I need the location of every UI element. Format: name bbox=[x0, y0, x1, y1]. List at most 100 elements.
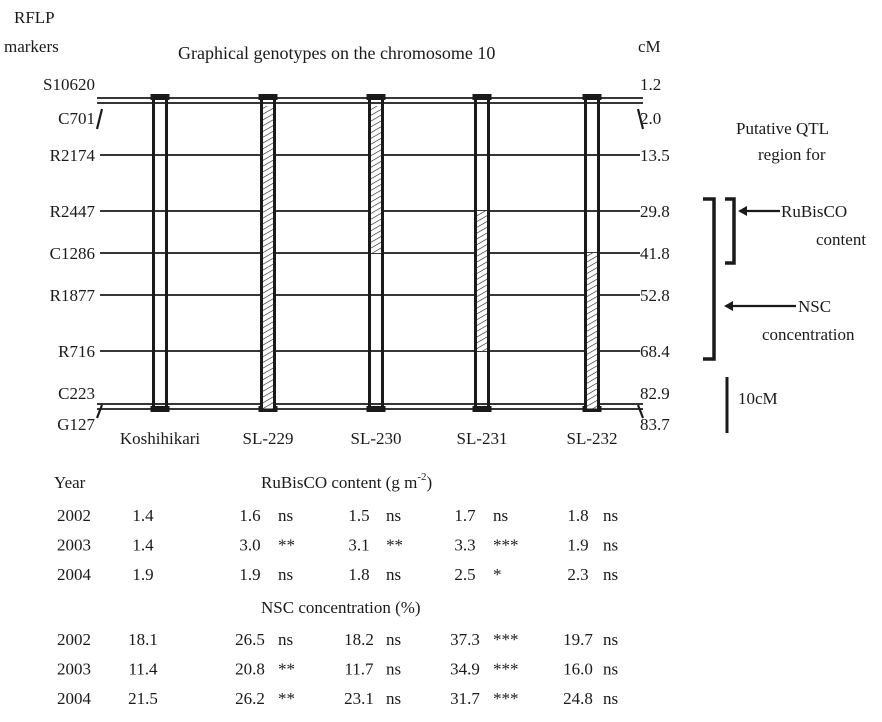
marker-label-s10620: S10620 bbox=[43, 75, 95, 94]
marker-position-r1877: 52.8 bbox=[640, 286, 670, 305]
marker-label-r1877: R1877 bbox=[50, 286, 96, 305]
rubisco-cell-significance: *** bbox=[493, 536, 519, 555]
nsc-cell-significance: ns bbox=[278, 630, 293, 649]
qtl-title-line2: region for bbox=[758, 145, 826, 164]
marker-label-r2174: R2174 bbox=[50, 146, 96, 165]
nsc-cell-value: 23.1 bbox=[344, 689, 374, 708]
rubisco-cell-value: 1.4 bbox=[132, 536, 154, 555]
nsc-cell-value: 37.3 bbox=[450, 630, 480, 649]
scale-bar-label: 10cM bbox=[738, 389, 778, 408]
nsc-cell-value: 16.0 bbox=[563, 660, 593, 679]
nsc-cell-significance: *** bbox=[493, 660, 519, 679]
rubisco-cell-value: 2.3 bbox=[567, 565, 588, 584]
figure-title: Graphical genotypes on the chromosome 10 bbox=[178, 43, 495, 63]
nsc-cell-value: 24.8 bbox=[563, 689, 593, 708]
nsc-cell-significance: ** bbox=[278, 660, 295, 679]
qtl-title-line1: Putative QTL bbox=[736, 119, 829, 138]
rubisco-cell-significance: ** bbox=[386, 536, 403, 555]
marker-label-c1286: C1286 bbox=[50, 244, 95, 263]
rubisco-cell-value: 1.6 bbox=[239, 506, 260, 525]
chromosome-bar-sl-230 bbox=[368, 94, 384, 412]
rubisco-cell-value: 1.9 bbox=[239, 565, 260, 584]
chromosome-end-tick bbox=[636, 404, 645, 419]
nsc-cell-value: 18.2 bbox=[344, 630, 374, 649]
nsc-cell-significance: *** bbox=[493, 630, 519, 649]
nsc-cell-significance: ns bbox=[386, 660, 401, 679]
nsc-cell-value: 26.2 bbox=[235, 689, 265, 708]
rflp-label-line1: RFLP bbox=[14, 8, 55, 27]
nsc-label-line2: concentration bbox=[762, 325, 855, 344]
line-name-sl-230: SL-230 bbox=[351, 429, 402, 448]
rubisco-cell-value: 1.4 bbox=[132, 506, 154, 525]
table-year-header: Year bbox=[54, 473, 86, 492]
marker-label-r716: R716 bbox=[58, 342, 95, 361]
marker-label-c223: C223 bbox=[58, 384, 95, 403]
marker-position-r716: 68.4 bbox=[640, 342, 670, 361]
rflp-label-line2: markers bbox=[4, 37, 59, 56]
rubisco-title-close: ) bbox=[426, 473, 432, 492]
nsc-cell-significance: ns bbox=[603, 630, 618, 649]
rubisco-cell-year: 2002 bbox=[57, 506, 91, 525]
rubisco-cell-year: 2004 bbox=[57, 565, 92, 584]
nsc-cell-significance: ns bbox=[603, 689, 618, 708]
nsc-cell-year: 2004 bbox=[57, 689, 92, 708]
marker-layer: S10620 1.2 C701 2.0 R2174 13.5 R2447 29.8 C1286 4… bbox=[43, 75, 670, 434]
rubisco-title-sup: -2 bbox=[417, 471, 426, 483]
marker-position-r2447: 29.8 bbox=[640, 202, 670, 221]
rubisco-cell-value: 1.5 bbox=[348, 506, 369, 525]
rubisco-rows: 2002 1.4 1.6 ns 1.5 ns 1.7 ns 1.8 ns 2003 1.4 3.0 ** 3… bbox=[57, 506, 618, 584]
rubisco-cell-value: 1.9 bbox=[132, 565, 153, 584]
rubisco-cell-significance: ns bbox=[278, 506, 293, 525]
rubisco-title-text: RuBisCO content (g m bbox=[261, 473, 417, 492]
cm-unit-label: cM bbox=[638, 37, 661, 56]
line-name-sl-231: SL-231 bbox=[457, 429, 508, 448]
rubisco-cell-value: 1.9 bbox=[567, 536, 588, 555]
introgression-segment-sl-231 bbox=[475, 211, 489, 351]
chromosome-bar-sl-231 bbox=[474, 94, 490, 412]
line-name-sl-229: SL-229 bbox=[243, 429, 294, 448]
rubisco-cell-value: 1.7 bbox=[454, 506, 476, 525]
introgression-segment-sl-229 bbox=[261, 106, 275, 410]
rubisco-cell-value: 1.8 bbox=[567, 506, 588, 525]
nsc-bracket bbox=[703, 197, 716, 361]
qtl-annotation: Putative QTL region for RuBisCO content … bbox=[703, 119, 866, 361]
rubisco-label-line2: content bbox=[816, 230, 866, 249]
nsc-cell-year: 2003 bbox=[57, 660, 91, 679]
rubisco-cell-significance: ns bbox=[386, 565, 401, 584]
nsc-label-line1: NSC bbox=[798, 297, 831, 316]
data-table: Year RuBisCO content (g m-2) NSC concent… bbox=[54, 471, 618, 708]
rubisco-cell-value: 3.1 bbox=[348, 536, 369, 555]
introgression-segment-sl-230 bbox=[369, 106, 383, 253]
line-names: Koshihikari SL-229 SL-230 SL-231 SL-232 bbox=[120, 429, 618, 448]
marker-position-c701: 2.0 bbox=[640, 109, 661, 128]
nsc-cell-significance: ns bbox=[386, 630, 401, 649]
nsc-cell-value: 11.4 bbox=[128, 660, 158, 679]
chromosome-bar-sl-232 bbox=[584, 94, 600, 412]
nsc-cell-value: 21.5 bbox=[128, 689, 158, 708]
nsc-cell-significance: ns bbox=[386, 689, 401, 708]
nsc-cell-value: 31.7 bbox=[450, 689, 480, 708]
nsc-cell-value: 34.9 bbox=[450, 660, 480, 679]
rubisco-cell-significance: ns bbox=[493, 506, 508, 525]
nsc-cell-significance: ns bbox=[603, 660, 618, 679]
chromosome-end-tick bbox=[95, 404, 104, 419]
rubisco-cell-value: 3.3 bbox=[454, 536, 475, 555]
nsc-cell-year: 2002 bbox=[57, 630, 91, 649]
rubisco-cell-significance: ns bbox=[603, 565, 618, 584]
marker-position-c223: 82.9 bbox=[640, 384, 670, 403]
rubisco-cell-significance: ** bbox=[278, 536, 295, 555]
marker-position-s10620: 1.2 bbox=[640, 75, 661, 94]
rubisco-label-line1: RuBisCO bbox=[781, 202, 847, 221]
rubisco-cell-significance: ns bbox=[278, 565, 293, 584]
rubisco-cell-value: 1.8 bbox=[348, 565, 369, 584]
scale-bar: 10cM bbox=[725, 377, 778, 433]
marker-label-c701: C701 bbox=[58, 109, 95, 128]
marker-position-c1286: 41.8 bbox=[640, 244, 670, 263]
nsc-cell-significance: ** bbox=[278, 689, 295, 708]
marker-label-g127: G127 bbox=[57, 415, 95, 434]
nsc-arrow-head bbox=[724, 301, 733, 311]
chromosome-bar-koshihikari bbox=[152, 94, 168, 412]
rubisco-cell-significance: ns bbox=[603, 536, 618, 555]
rubisco-cell-significance: ns bbox=[386, 506, 401, 525]
